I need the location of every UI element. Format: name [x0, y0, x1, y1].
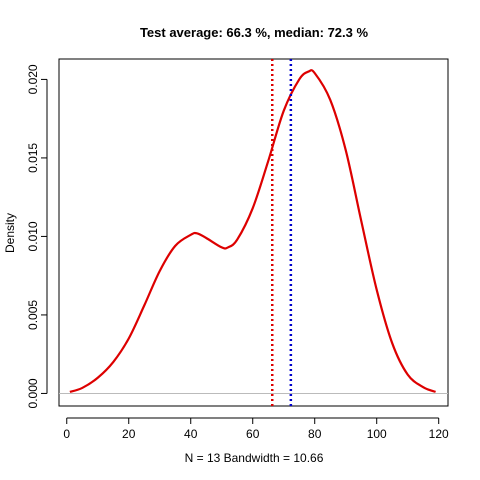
y-tick-label: 0.000 [26, 378, 40, 408]
x-tick-label: 0 [63, 427, 70, 441]
x-tick-label: 20 [122, 427, 136, 441]
density-curve [69, 69, 436, 393]
plot-frame [58, 58, 449, 407]
plot-layer [59, 59, 448, 406]
y-tick-label: 0.015 [26, 143, 40, 173]
x-tick-label: 80 [308, 427, 322, 441]
x-tick-label: 120 [429, 427, 449, 441]
chart-title: Test average: 66.3 %, median: 72.3 % [140, 25, 369, 40]
y-tick-label: 0.020 [26, 64, 40, 94]
y-tick-label: 0.010 [26, 221, 40, 251]
x-tick-label: 100 [367, 427, 387, 441]
x-axis-label: N = 13 Bandwidth = 10.66 [185, 451, 324, 465]
x-axis: 0 20 40 60 80 100 120 [63, 417, 449, 441]
y-axis: 0.000 0.005 0.010 0.015 0.020 [26, 64, 48, 408]
y-tick-label: 0.005 [26, 300, 40, 330]
x-tick-label: 40 [184, 427, 198, 441]
x-tick-label: 60 [246, 427, 260, 441]
y-axis-label: Density [3, 213, 17, 253]
